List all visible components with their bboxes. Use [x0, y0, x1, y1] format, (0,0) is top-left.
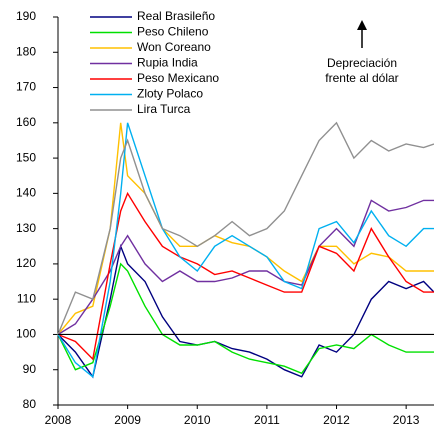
y-tick-label: 150	[16, 150, 36, 164]
x-tick-label: 2010	[184, 413, 211, 427]
y-tick-label: 90	[23, 362, 37, 376]
y-tick-label: 180	[16, 44, 36, 58]
legend-label: Peso Mexicano	[137, 71, 219, 85]
legend-label: Peso Chileno	[137, 25, 209, 39]
y-tick-label: 110	[17, 291, 36, 305]
x-tick-label: 2013	[393, 413, 420, 427]
legend-label: Won Coreano	[137, 40, 211, 54]
y-tick-label: 140	[16, 186, 36, 200]
legend-label: Zloty Polaco	[137, 87, 203, 101]
arrow-head	[357, 20, 367, 30]
annotation: Depreciación	[327, 56, 397, 70]
series-line	[57, 121, 434, 335]
x-tick-label: 2012	[323, 413, 350, 427]
y-tick-label: 130	[16, 221, 36, 235]
y-tick-label: 100	[16, 327, 36, 341]
series-line	[57, 243, 434, 379]
x-tick-label: 2011	[254, 413, 280, 427]
series-line	[57, 191, 434, 361]
x-tick-label: 2008	[45, 413, 72, 427]
series-line	[57, 122, 434, 379]
y-tick-label: 80	[23, 397, 37, 411]
y-tick-label: 120	[16, 256, 36, 270]
series-line	[57, 262, 434, 375]
series-line	[57, 122, 434, 335]
y-tick-label: 160	[16, 115, 36, 129]
y-tick-label: 170	[16, 80, 36, 94]
legend-label: Lira Turca	[137, 102, 191, 116]
y-tick-label: 190	[16, 9, 36, 23]
x-tick-label: 2009	[114, 413, 141, 427]
legend-label: Rupia India	[137, 56, 198, 70]
legend-label: Real Brasileño	[137, 9, 215, 23]
annotation: frente al dólar	[325, 71, 398, 85]
